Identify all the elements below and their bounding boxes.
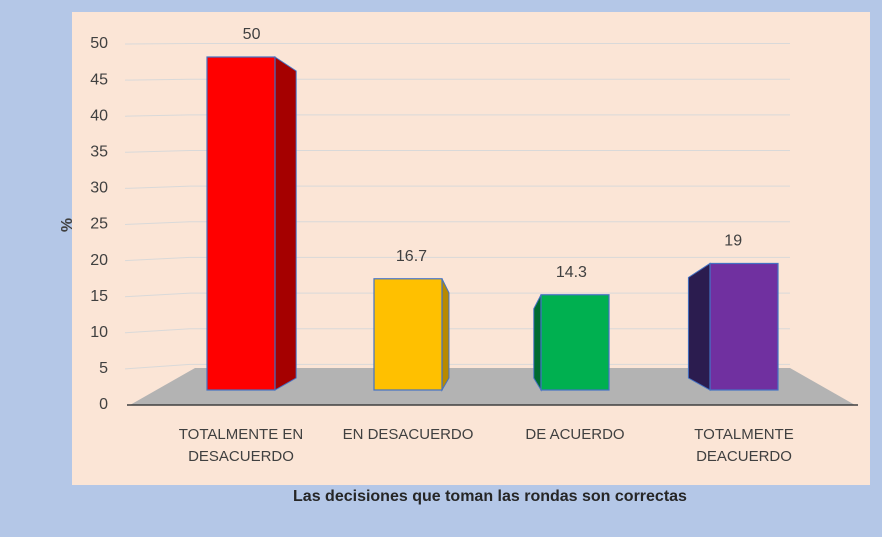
bar-side [441, 278, 450, 392]
bar-side [687, 262, 711, 391]
y-tick-label: 35 [90, 144, 108, 161]
grid-line [124, 221, 191, 225]
floor [130, 368, 855, 405]
x-tick-label: DE ACUERDO [525, 426, 625, 443]
grid-line [124, 328, 191, 334]
grid-line [124, 78, 191, 81]
grid-line [124, 292, 191, 298]
y-tick-label: 5 [99, 360, 108, 377]
data-label: 16.7 [396, 248, 427, 265]
data-label: 50 [243, 26, 261, 43]
x-axis-title: Las decisiones que toman las rondas son … [293, 488, 687, 505]
y-tick-label: 25 [90, 216, 108, 233]
y-tick-label: 10 [90, 324, 108, 341]
y-tick-label: 30 [90, 180, 108, 197]
x-tick-label: TOTALMENTE EN DESACUERDO [178, 426, 304, 465]
plot-area [72, 12, 870, 485]
data-label: 19 [724, 233, 742, 250]
y-tick-label: 40 [90, 107, 108, 124]
y-axis-title: % [59, 218, 76, 232]
bar-side [533, 294, 542, 392]
grid-line [124, 185, 191, 189]
grid-line [124, 256, 191, 262]
grid-line [124, 114, 191, 117]
grid-line [124, 363, 191, 370]
bar [373, 278, 443, 391]
data-label: 14.3 [556, 264, 587, 281]
bar [206, 56, 276, 391]
y-tick-label: 0 [99, 396, 108, 413]
y-tick-label: 50 [90, 35, 108, 52]
grid-line [124, 149, 191, 153]
bar [709, 262, 779, 391]
bar [540, 294, 610, 391]
y-tick-label: 45 [90, 71, 108, 88]
x-tick-label: TOTALMENTE DEACUERDO [694, 426, 794, 465]
bar-side [274, 56, 297, 391]
y-tick-label: 15 [90, 288, 108, 305]
x-tick-label: EN DESACUERDO [342, 426, 474, 443]
y-tick-label: 20 [90, 252, 108, 269]
